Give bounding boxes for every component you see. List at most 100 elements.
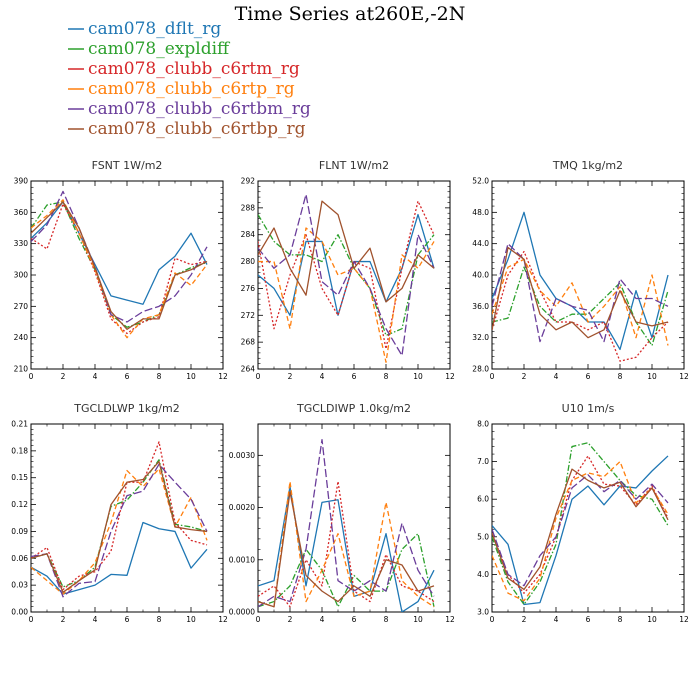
x-tick-label: 6 <box>586 372 591 381</box>
series-line <box>492 243 669 343</box>
y-tick-label: 4.0 <box>477 570 489 579</box>
y-tick-label: 280 <box>241 257 256 266</box>
y-tick-label: 48.0 <box>472 208 489 217</box>
y-tick-label: 3.0 <box>477 608 489 617</box>
series-line <box>258 480 435 608</box>
series-line <box>258 227 435 363</box>
x-tick-label: 0 <box>256 615 261 624</box>
series-group <box>31 190 208 339</box>
y-tick-label: 288 <box>241 203 256 212</box>
y-tick-label: 0.06 <box>11 554 28 563</box>
series-line <box>492 250 669 362</box>
series-group <box>31 441 208 598</box>
legend-label: cam078_expldiff <box>88 39 231 59</box>
y-tick-label: 390 <box>14 177 29 186</box>
x-tick-label: 2 <box>61 372 66 381</box>
legend-label: cam078_clubb_c6rtp_rg <box>88 79 295 99</box>
x-tick-label: 6 <box>125 372 130 381</box>
legend: cam078_dflt_rgcam078_expldiffcam078_club… <box>68 19 311 139</box>
x-tick-label: 0 <box>29 372 34 381</box>
series-line <box>31 468 208 595</box>
y-tick-label: 0.15 <box>11 473 28 482</box>
y-tick-label: 292 <box>241 177 256 186</box>
y-tick-label: 6.0 <box>477 495 489 504</box>
y-tick-label: 272 <box>241 311 256 320</box>
x-tick-label: 10 <box>186 615 196 624</box>
series-line <box>492 266 669 347</box>
x-tick-label: 4 <box>554 372 559 381</box>
chart-panel: TGCLDIWP 1.0kg/m2 0.0000 0.0010 0.0020 0.003… <box>229 402 455 624</box>
panel-title: TMQ 1kg/m2 <box>552 159 623 172</box>
y-tick-label: 8.0 <box>477 420 489 429</box>
series-line <box>258 214 435 337</box>
y-tick-label: 268 <box>241 338 256 347</box>
x-tick-label: 8 <box>618 372 623 381</box>
x-tick-label: 10 <box>186 372 196 381</box>
series-line <box>258 480 435 608</box>
y-tick-label: 44.0 <box>472 239 489 248</box>
x-tick-label: 4 <box>93 372 98 381</box>
x-tick-label: 8 <box>618 615 623 624</box>
panel-title: U10 1m/s <box>562 402 615 415</box>
plot-frame <box>491 180 685 370</box>
x-tick-label: 10 <box>413 372 423 381</box>
x-tick-label: 12 <box>679 615 689 624</box>
y-tick-label: 7.0 <box>477 457 489 466</box>
y-tick-label: 52.0 <box>472 177 489 186</box>
chart-panel: FSNT 1W/m2 210 240 270 300 330 360 390 0 2 4 6 8 10 12 <box>14 159 228 381</box>
series-line <box>31 441 208 591</box>
series-line <box>258 213 435 316</box>
x-tick-label: 2 <box>522 615 527 624</box>
y-tick-label: 0.09 <box>11 527 28 536</box>
series-line <box>31 190 208 323</box>
series-line <box>492 211 669 351</box>
x-tick-label: 10 <box>413 615 423 624</box>
series-line <box>492 474 669 587</box>
y-tick-label: 40.0 <box>472 271 489 280</box>
y-tick-label: 0.0030 <box>229 451 255 460</box>
legend-label: cam078_clubb_c6rtbp_rg <box>88 119 306 139</box>
y-tick-label: 36.0 <box>472 302 489 311</box>
series-line <box>258 200 435 303</box>
chart-panel: U10 1m/s 3.0 4.0 5.0 6.0 7.0 8.0 0 2 4 6 8 10 12 <box>477 402 689 624</box>
x-tick-label: 0 <box>490 372 495 381</box>
y-tick-label: 0.12 <box>11 500 28 509</box>
x-tick-label: 0 <box>256 372 261 381</box>
series-line <box>31 460 208 593</box>
x-tick-label: 12 <box>445 372 455 381</box>
series-line <box>31 201 208 305</box>
figure-title: Time Series at260E,-2N <box>235 3 466 25</box>
series-line <box>258 533 435 608</box>
series-line <box>492 246 669 339</box>
x-tick-label: 8 <box>384 615 389 624</box>
y-tick-label: 240 <box>14 333 29 342</box>
y-tick-label: 300 <box>14 271 29 280</box>
x-tick-label: 6 <box>586 615 591 624</box>
y-tick-label: 264 <box>241 365 256 374</box>
series-group <box>258 193 435 363</box>
x-tick-label: 6 <box>125 615 130 624</box>
panel-title: FLNT 1W/m2 <box>319 159 389 172</box>
series-line <box>31 203 208 335</box>
y-tick-label: 276 <box>241 284 256 293</box>
series-line <box>258 193 435 357</box>
y-tick-label: 32.0 <box>472 333 489 342</box>
y-tick-label: 0.0020 <box>229 503 255 512</box>
x-tick-label: 0 <box>490 615 495 624</box>
panel-title: FSNT 1W/m2 <box>92 159 163 172</box>
x-tick-label: 2 <box>288 615 293 624</box>
plot-frame <box>257 180 451 370</box>
series-line <box>492 468 669 591</box>
y-tick-label: 5.0 <box>477 532 489 541</box>
x-tick-label: 4 <box>554 615 559 624</box>
legend-label: cam078_clubb_c6rtbm_rg <box>88 99 311 119</box>
x-tick-label: 12 <box>445 615 455 624</box>
y-tick-label: 360 <box>14 208 29 217</box>
y-tick-label: 0.0000 <box>229 608 255 617</box>
panel-title: TGCLDIWP 1.0kg/m2 <box>296 402 411 415</box>
y-tick-label: 28.0 <box>472 365 489 374</box>
x-tick-label: 2 <box>522 372 527 381</box>
series-group <box>258 439 435 612</box>
x-tick-label: 4 <box>320 372 325 381</box>
